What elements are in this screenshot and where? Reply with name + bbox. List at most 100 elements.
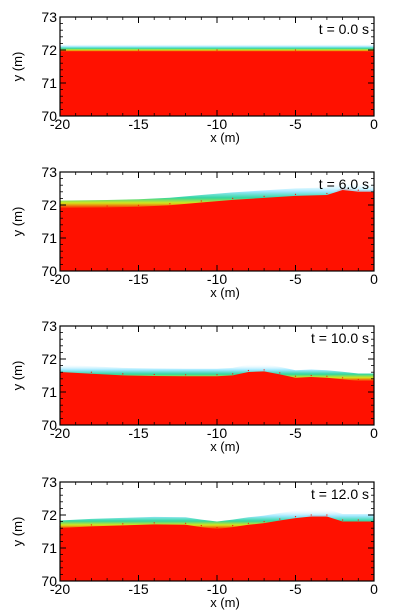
surface-point [200, 525, 202, 527]
x-tick-label: -15 [128, 116, 148, 132]
surface-point [263, 369, 265, 371]
surface-point [106, 205, 108, 207]
water-region [60, 515, 374, 581]
surface-point [310, 374, 312, 377]
panel-3: -20 -15 -10 -5 0 70 71 72 73 x (m) y (m) t = 10.0 s [10, 318, 378, 454]
surface-point [232, 373, 234, 375]
y-tick-label: 70 [41, 108, 57, 124]
surface-point [279, 518, 281, 520]
y-tick-label: 70 [41, 573, 57, 589]
water-region [60, 188, 374, 271]
x-tick-label: -15 [128, 425, 148, 441]
x-tick-label: 0 [370, 581, 378, 597]
free-surface-band [60, 182, 374, 209]
x-tick-label: -20 [50, 271, 70, 287]
x-tick-label: -10 [207, 116, 227, 132]
surface-point [216, 526, 218, 529]
surface-point [342, 377, 344, 379]
surface-point [263, 195, 265, 197]
x-tick-label: 0 [370, 425, 378, 441]
surface-point [153, 522, 155, 524]
y-tick-label: 71 [41, 75, 57, 91]
y-tick-label: 73 [41, 9, 57, 25]
surface-point [247, 522, 249, 524]
surface-point [153, 373, 155, 376]
x-tick-label: -10 [207, 271, 227, 287]
panel-2: -20 -15 -10 -5 0 70 71 72 73 x (m) y (m) t = 6.0 s [10, 164, 378, 300]
y-tick-label: 72 [41, 507, 57, 523]
surface-point [90, 371, 92, 373]
surface-point [294, 193, 297, 195]
panel-4: -20 -15 -10 -5 0 70 71 72 73 x (m) y (m) t = 12.0 s [10, 474, 378, 610]
surface-point [185, 522, 187, 524]
y-tick-label: 71 [41, 384, 57, 400]
surface-point [357, 519, 359, 521]
x-tick-label: -5 [289, 581, 302, 597]
water-region [60, 50, 374, 116]
surface-point [90, 524, 92, 526]
surface-point [122, 523, 124, 525]
x-tick-label: 0 [370, 271, 378, 287]
y-tick-label: 71 [41, 230, 57, 246]
y-tick-label: 70 [41, 417, 57, 433]
x-tick-label: -15 [128, 271, 148, 287]
y-axis-label: y (m) [10, 52, 25, 82]
x-axis-label: x (m) [210, 130, 240, 145]
y-tick-label: 73 [41, 474, 57, 490]
surface-point [232, 525, 234, 527]
x-tick-label: -5 [289, 425, 302, 441]
x-axis-label: x (m) [210, 595, 240, 610]
y-tick-label: 73 [41, 164, 57, 180]
surface-point [169, 203, 171, 205]
time-annotation: t = 0.0 s [319, 21, 369, 37]
x-tick-label: -20 [50, 581, 70, 597]
y-axis-label: y (m) [10, 361, 25, 391]
surface-point [247, 369, 249, 372]
surface-point [326, 192, 328, 195]
surface-point [342, 187, 344, 190]
x-axis-label: x (m) [210, 439, 240, 454]
surface-point [310, 514, 312, 516]
surface-point [326, 375, 328, 377]
time-annotation: t = 10.0 s [311, 330, 369, 346]
surface-point [326, 514, 328, 516]
x-tick-label: -10 [207, 581, 227, 597]
free-surface-band [60, 509, 374, 529]
y-tick-label: 71 [41, 540, 57, 556]
y-axis-label: y (m) [10, 207, 25, 237]
x-axis-label: x (m) [210, 285, 240, 300]
surface-point [137, 204, 140, 206]
surface-point [294, 375, 297, 377]
y-tick-label: 72 [41, 351, 57, 367]
surface-point [294, 49, 297, 51]
x-tick-label: -20 [50, 425, 70, 441]
surface-point [122, 373, 124, 375]
surface-point [232, 197, 234, 199]
x-tick-label: -5 [289, 116, 302, 132]
surface-point [263, 521, 265, 523]
surface-point [357, 378, 359, 381]
time-annotation: t = 12.0 s [311, 486, 369, 502]
x-tick-label: -20 [50, 116, 70, 132]
surface-point [200, 200, 202, 202]
surface-point [279, 372, 281, 374]
y-tick-label: 72 [41, 42, 57, 58]
surface-point [342, 519, 344, 521]
time-annotation: t = 6.0 s [319, 176, 369, 192]
x-tick-label: -10 [207, 425, 227, 441]
surface-point [216, 374, 218, 376]
y-tick-label: 70 [41, 263, 57, 279]
surface-point [185, 374, 187, 376]
y-tick-label: 73 [41, 318, 57, 334]
surface-point [137, 49, 140, 51]
x-tick-label: 0 [370, 116, 378, 132]
x-tick-label: -5 [289, 271, 302, 287]
surface-point [357, 189, 359, 191]
panel-1: -20 -15 -10 -5 0 70 71 72 73 x (m) y (m) t = 0.0 s [10, 9, 378, 145]
surface-point [294, 516, 297, 518]
x-tick-label: -15 [128, 581, 148, 597]
y-tick-label: 72 [41, 197, 57, 213]
y-axis-label: y (m) [10, 517, 25, 547]
surface-point [216, 49, 218, 51]
